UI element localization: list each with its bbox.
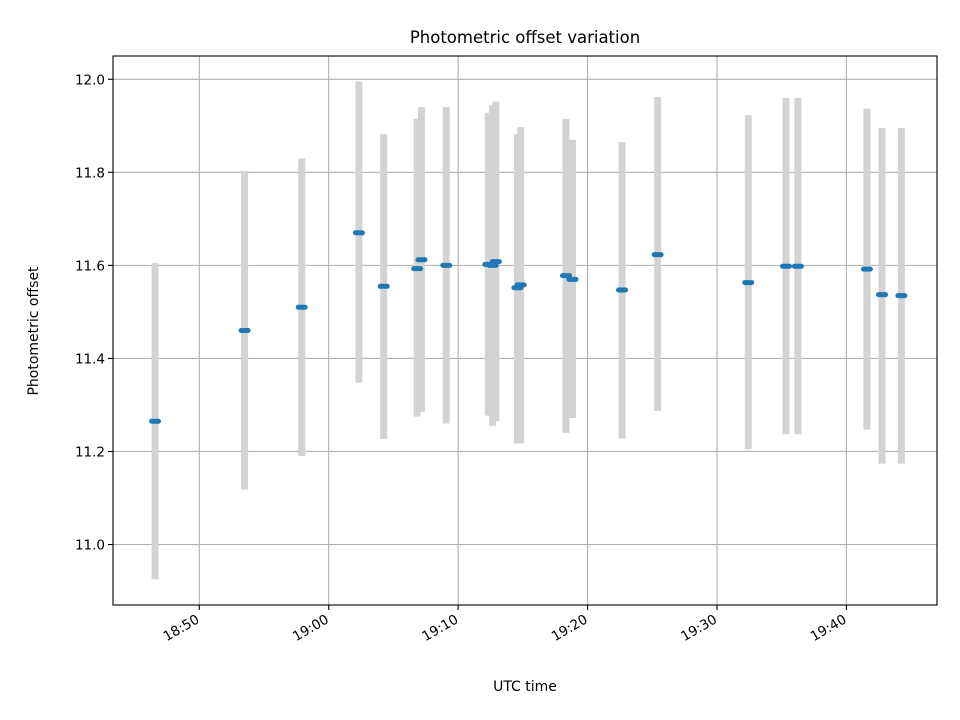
y-tick-label: 12.0 bbox=[75, 72, 105, 88]
data-points bbox=[149, 230, 908, 424]
y-axis-label: Photometric offset bbox=[26, 266, 42, 396]
y-tick-label: 11.0 bbox=[75, 538, 105, 554]
y-tick-label: 11.8 bbox=[75, 165, 105, 181]
x-axis-label: UTC time bbox=[493, 679, 557, 695]
y-tick-label: 11.2 bbox=[75, 444, 105, 460]
chart-title: Photometric offset variation bbox=[410, 28, 640, 47]
plot-frame bbox=[112, 55, 938, 606]
y-tick-label: 11.6 bbox=[75, 258, 105, 274]
y-tick-label: 11.4 bbox=[75, 351, 105, 367]
